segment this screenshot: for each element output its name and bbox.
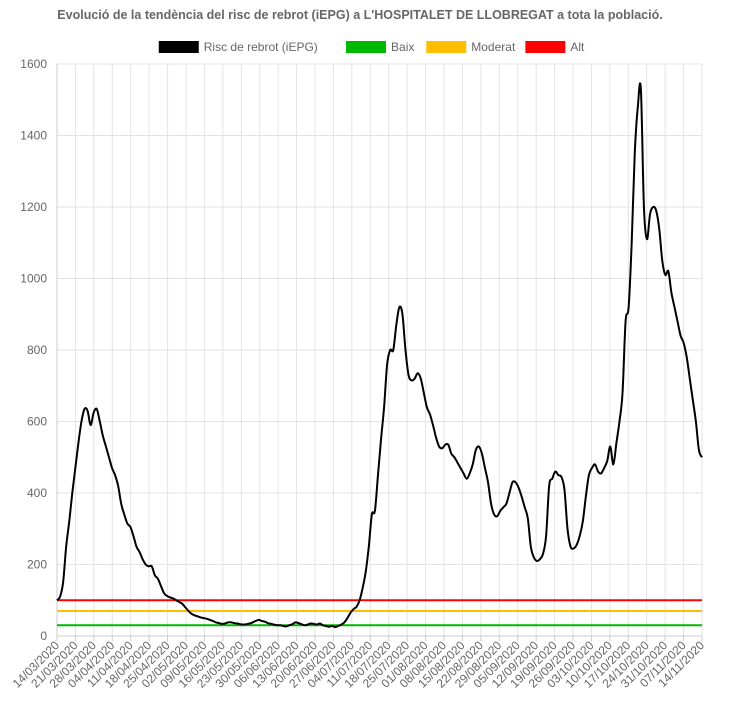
legend-swatch <box>158 41 199 53</box>
y-tick-label: 1200 <box>20 200 47 214</box>
legend-item-risc-de-rebrot-iepg-[interactable]: Risc de rebrot (iEPG) <box>158 40 318 54</box>
legend: Risc de rebrot (iEPG) Baix Moderat Alt <box>158 40 585 54</box>
y-tick-label: 800 <box>27 343 47 357</box>
legend-label: Alt <box>570 40 585 54</box>
legend-item-baix[interactable]: Baix <box>346 40 414 54</box>
y-tick-label: 1600 <box>20 57 47 71</box>
y-tick-label: 1000 <box>20 272 47 286</box>
threshold-lines <box>57 599 702 627</box>
y-tick-label: 600 <box>27 415 47 429</box>
y-axis: 0 200 400 600 800 1000 1200 1400 1600 <box>20 57 47 643</box>
x-axis: 14/03/202021/03/202028/03/202004/04/2020… <box>10 636 707 691</box>
legend-swatch <box>426 41 467 53</box>
series-lines <box>56 82 703 629</box>
legend-swatch <box>346 41 387 53</box>
legend-label: Moderat <box>471 40 516 54</box>
legend-swatch <box>525 41 566 53</box>
legend-item-moderat[interactable]: Moderat <box>426 40 516 54</box>
series-line-risc-de-rebrot <box>56 82 703 629</box>
y-tick-label: 200 <box>27 558 47 572</box>
legend-label: Baix <box>391 40 414 54</box>
legend-item-alt[interactable]: Alt <box>525 40 585 54</box>
grid <box>56 63 703 637</box>
y-tick-label: 0 <box>40 629 47 643</box>
legend-label: Risc de rebrot (iEPG) <box>204 40 318 54</box>
chart-title: Evolució de la tendència del risc de reb… <box>57 8 662 22</box>
y-tick-label: 1400 <box>20 129 47 143</box>
y-tick-label: 400 <box>27 486 47 500</box>
